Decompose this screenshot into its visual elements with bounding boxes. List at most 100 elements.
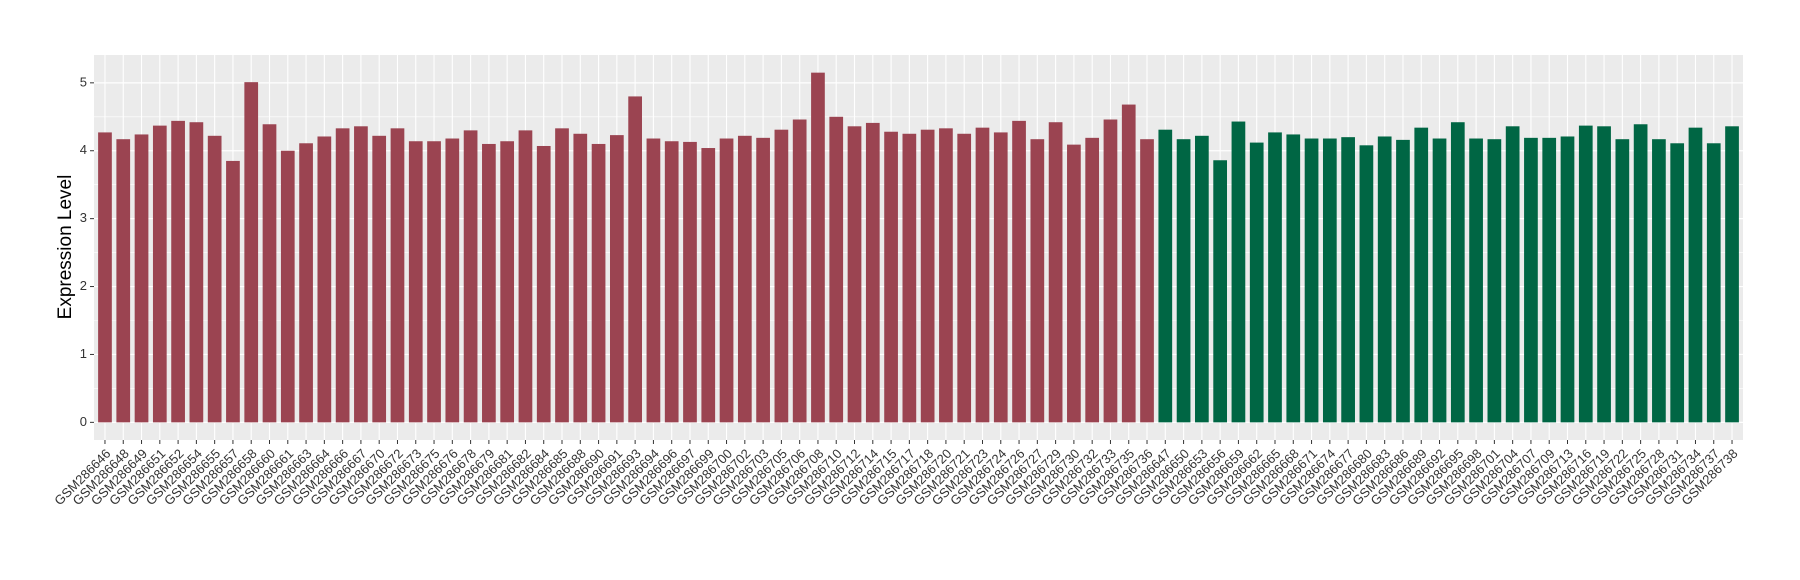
bar	[500, 141, 515, 423]
bar	[207, 135, 222, 423]
bar	[847, 126, 862, 423]
bar	[1341, 137, 1355, 423]
bar	[189, 122, 204, 423]
bar	[536, 145, 551, 423]
y-tick-label: 3	[80, 210, 87, 225]
bar	[1030, 139, 1045, 423]
bar	[884, 131, 898, 423]
bar	[1012, 120, 1026, 423]
bar	[1359, 145, 1374, 423]
bar	[317, 136, 332, 423]
bar	[1450, 122, 1465, 423]
bar	[628, 96, 642, 423]
bar	[171, 120, 185, 423]
bar	[518, 130, 533, 423]
bar	[1487, 139, 1502, 423]
bar	[1048, 122, 1063, 423]
bar	[1268, 132, 1282, 423]
bar	[1633, 124, 1648, 423]
bar	[262, 124, 277, 423]
bar	[463, 130, 478, 423]
bar	[372, 135, 387, 423]
y-tick-label: 4	[80, 142, 87, 157]
bar	[280, 150, 295, 423]
bar	[445, 138, 460, 423]
bar	[1578, 125, 1593, 423]
bar	[1396, 139, 1410, 423]
bar	[591, 143, 606, 423]
bar	[1103, 119, 1118, 423]
bar	[1140, 139, 1154, 423]
bar	[1688, 127, 1703, 423]
bar	[335, 128, 350, 423]
bar	[701, 148, 716, 423]
bar	[902, 133, 917, 423]
bar	[756, 137, 770, 423]
bar	[993, 132, 1008, 423]
bar	[774, 129, 789, 423]
bar	[226, 160, 240, 423]
bar	[408, 141, 423, 423]
bar	[1121, 104, 1136, 423]
bar	[1304, 138, 1319, 423]
bar	[792, 119, 807, 423]
bar	[1322, 138, 1337, 423]
bar	[683, 141, 697, 423]
bar	[354, 126, 368, 423]
bar	[1615, 139, 1630, 423]
bar	[609, 135, 624, 423]
bar	[920, 129, 935, 423]
bar	[1085, 137, 1100, 423]
bar	[427, 141, 441, 423]
bar	[1505, 126, 1520, 423]
bar	[646, 138, 661, 423]
bar	[1524, 137, 1538, 423]
bar	[719, 138, 734, 423]
bar	[482, 143, 496, 423]
bar	[1195, 135, 1209, 423]
bar	[98, 132, 112, 423]
bar	[1286, 134, 1301, 423]
bar	[1469, 138, 1483, 423]
bar	[1176, 139, 1191, 423]
bar	[1670, 143, 1685, 423]
bar	[664, 141, 679, 423]
bar	[1432, 138, 1447, 423]
bar	[1706, 143, 1721, 423]
bar	[975, 127, 990, 423]
bar	[1249, 142, 1264, 423]
bar	[1377, 136, 1392, 423]
y-tick-label: 0	[80, 414, 87, 429]
bar	[1213, 160, 1228, 423]
y-tick-label: 2	[80, 278, 87, 293]
bar	[244, 82, 259, 423]
bar	[1560, 136, 1575, 423]
bar	[865, 122, 880, 423]
bar	[811, 72, 825, 423]
plot-background	[94, 55, 1743, 440]
bar	[1158, 129, 1173, 423]
bar	[555, 128, 569, 423]
bar	[116, 139, 131, 423]
bar	[390, 128, 405, 423]
bar	[1597, 126, 1611, 423]
bar	[737, 135, 752, 423]
bar	[573, 133, 588, 423]
bar	[299, 143, 313, 423]
bar	[1652, 139, 1666, 423]
bar	[1414, 127, 1429, 423]
bar	[1725, 126, 1739, 423]
y-tick-label: 1	[80, 346, 87, 361]
y-tick-label: 5	[80, 74, 87, 89]
bar	[152, 125, 167, 423]
bar	[1067, 144, 1081, 423]
bar	[939, 128, 953, 423]
bar	[1542, 137, 1557, 423]
bar	[1231, 121, 1246, 423]
bar	[134, 134, 149, 423]
bar	[829, 116, 844, 423]
y-axis-label: Expression Level	[55, 175, 76, 320]
bar	[957, 133, 972, 423]
